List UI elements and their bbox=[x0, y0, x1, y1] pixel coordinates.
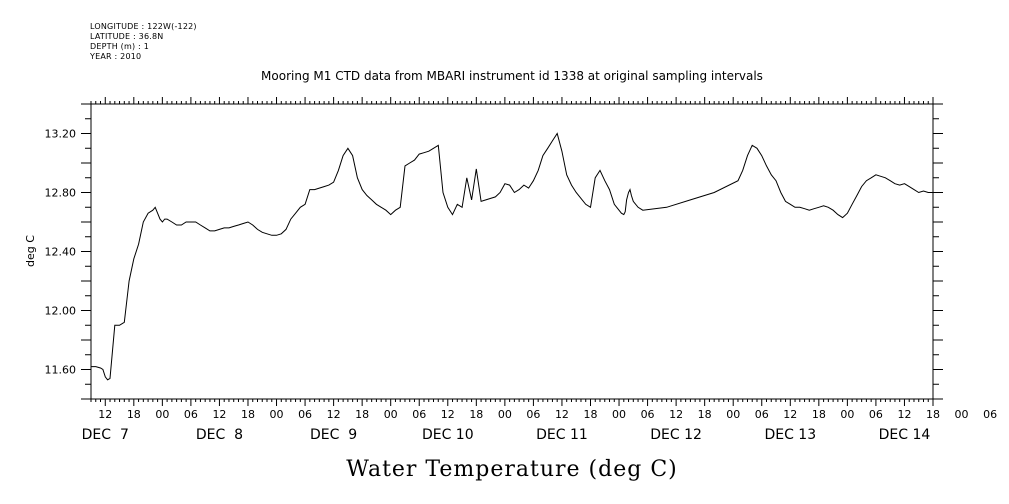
x-tick-label: 06 bbox=[184, 408, 198, 421]
x-tick-label: 12 bbox=[98, 408, 112, 421]
x-tick-label: 06 bbox=[983, 408, 997, 421]
x-tick-label: 12 bbox=[327, 408, 341, 421]
x-tick-label: 06 bbox=[641, 408, 655, 421]
x-tick-label: 12 bbox=[555, 408, 569, 421]
x-day-label: DEC 9 bbox=[310, 427, 357, 443]
y-tick-label: 12.80 bbox=[45, 187, 77, 200]
metadata-block: LONGITUDE : 122W(-122) LATITUDE : 36.8N … bbox=[90, 22, 197, 62]
x-tick-label: 00 bbox=[155, 408, 169, 421]
x-tick-label: 00 bbox=[726, 408, 740, 421]
y-tick-label: 11.60 bbox=[45, 364, 77, 377]
x-day-label: DEC 13 bbox=[764, 427, 816, 443]
x-tick-label: 06 bbox=[412, 408, 426, 421]
x-tick-label: 18 bbox=[583, 408, 597, 421]
x-day-label: DEC 7 bbox=[82, 427, 129, 443]
x-tick-labels: 12 18 00 06 12 18 00 06 12 18 00 06 12 18 00 06 12 18 00 06… bbox=[98, 408, 997, 421]
y-tick-label: 12.40 bbox=[45, 246, 77, 259]
temperature-line bbox=[91, 132, 933, 381]
x-tick-label: 18 bbox=[926, 408, 940, 421]
x-tick-label: 00 bbox=[498, 408, 512, 421]
x-tick-label: 00 bbox=[840, 408, 854, 421]
latitude-label: LATITUDE : 36.8N bbox=[90, 32, 164, 41]
y-tick-labels: 11.60 12.00 12.40 12.80 13.20 bbox=[45, 128, 77, 377]
x-tick-label: 00 bbox=[270, 408, 284, 421]
y-axis-label: deg C bbox=[24, 235, 37, 267]
x-day-label: DEC 12 bbox=[650, 427, 702, 443]
depth-label: DEPTH (m) : 1 bbox=[90, 42, 149, 51]
longitude-label: LONGITUDE : 122W(-122) bbox=[90, 22, 197, 31]
x-tick-label: 00 bbox=[955, 408, 969, 421]
chart-title: Mooring M1 CTD data from MBARI instrumen… bbox=[261, 69, 763, 83]
x-tick-label: 12 bbox=[669, 408, 683, 421]
x-day-label: DEC 10 bbox=[422, 427, 474, 443]
day-labels: DEC 7 DEC 8 DEC 9 DEC 10 DEC 11 DEC 12 DEC 13 D… bbox=[82, 427, 931, 443]
x-axis-label: Water Temperature (deg C) bbox=[346, 457, 678, 482]
x-tick-label: 06 bbox=[526, 408, 540, 421]
year-label: YEAR : 2010 bbox=[90, 52, 142, 61]
x-tick-label: 12 bbox=[783, 408, 797, 421]
x-day-label: DEC 14 bbox=[879, 427, 931, 443]
x-tick-label: 18 bbox=[241, 408, 255, 421]
x-tick-label: 00 bbox=[612, 408, 626, 421]
x-tick-label: 06 bbox=[869, 408, 883, 421]
x-tick-label: 12 bbox=[441, 408, 455, 421]
plot-frame bbox=[90, 103, 934, 400]
x-tick-label: 06 bbox=[298, 408, 312, 421]
x-tick-label: 18 bbox=[812, 408, 826, 421]
x-tick-label: 12 bbox=[897, 408, 911, 421]
x-day-label: DEC 8 bbox=[196, 427, 243, 443]
y-tick-label: 13.20 bbox=[45, 128, 77, 141]
x-tick-label: 12 bbox=[212, 408, 226, 421]
x-tick-label: 18 bbox=[469, 408, 483, 421]
x-tick-label: 18 bbox=[127, 408, 141, 421]
x-tick-label: 06 bbox=[755, 408, 769, 421]
x-tick-label: 18 bbox=[355, 408, 369, 421]
x-tick-label: 00 bbox=[384, 408, 398, 421]
y-tick-label: 12.00 bbox=[45, 305, 77, 318]
x-day-label: DEC 11 bbox=[536, 427, 588, 443]
tick-marks bbox=[81, 97, 943, 406]
x-tick-label: 18 bbox=[698, 408, 712, 421]
